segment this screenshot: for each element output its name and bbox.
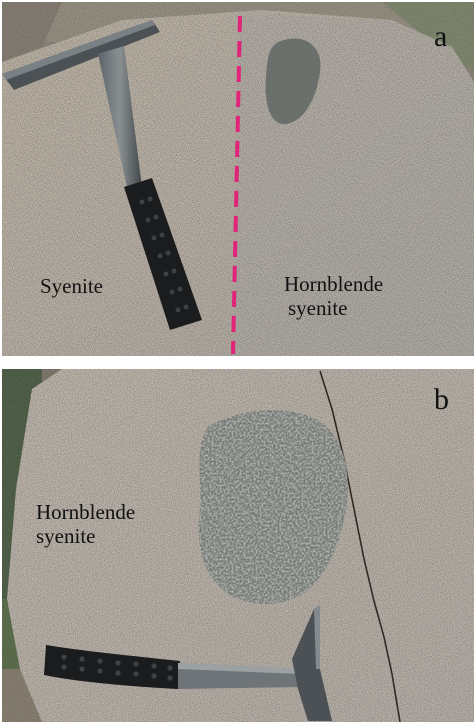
hornblende-syenite-label-a: Hornblende syenite [284,272,383,320]
rock-hammer-b [44,605,332,721]
panel-a-photo [2,2,474,356]
rock-hammer-a [2,20,202,330]
hornblende-syenite-label-b-line2: syenite [36,524,96,549]
panel-b-photo [2,369,474,722]
contact-line [231,15,242,355]
hornblende-syenite-label-b-line1: Hornblende [36,500,136,524]
syenite-label: Syenite [40,274,103,298]
panel-a-letter: a [434,20,448,53]
hornblende-syenite-label-a-line2: syenite [288,296,348,321]
panel-b-letter: b [434,383,449,416]
hornblende-syenite-label-b: Hornblende syenite [36,500,135,548]
hornblende-syenite-label-a-line1: Hornblende [284,272,384,296]
panel-b: b Hornblende syenite [2,369,474,722]
panel-a: a Syenite Hornblende syenite [2,2,474,356]
